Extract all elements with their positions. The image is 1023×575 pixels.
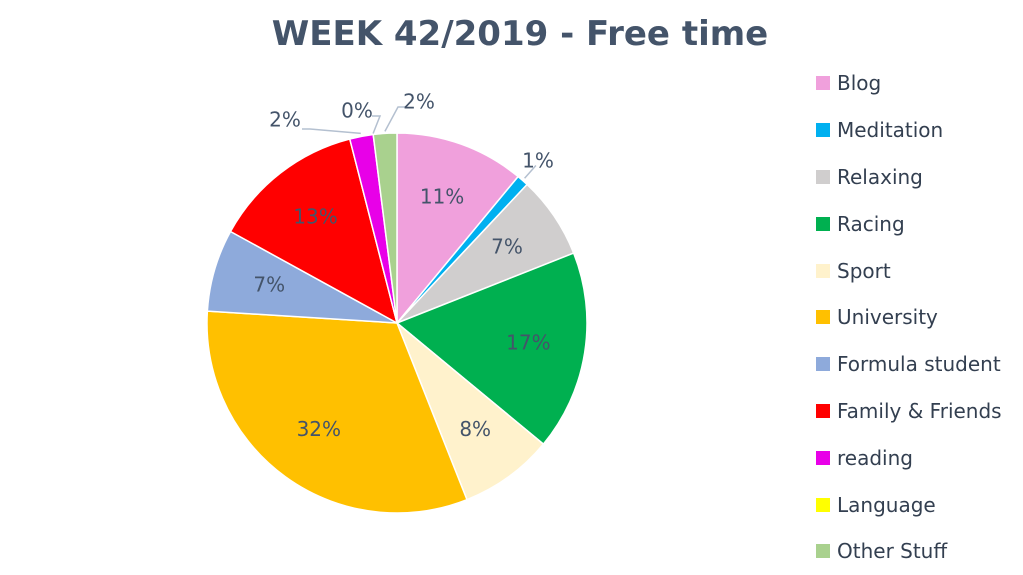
legend-item-formula-student: Formula student bbox=[816, 341, 1002, 388]
pie-slices bbox=[206, 132, 588, 514]
legend-item-sport: Sport bbox=[816, 247, 1002, 294]
legend-swatch bbox=[816, 169, 830, 184]
pie-slice-sport bbox=[396, 322, 545, 501]
data-label-university: 32% bbox=[297, 417, 341, 441]
data-label-family-and-friends: 13% bbox=[293, 204, 337, 228]
data-label-language: 0% bbox=[341, 99, 373, 123]
legend-item-meditation: Meditation bbox=[816, 107, 1002, 154]
data-label-relaxing: 7% bbox=[491, 235, 523, 259]
legend-item-relaxing: Relaxing bbox=[816, 154, 1002, 201]
legend-label: Family & Friends bbox=[837, 398, 1002, 423]
legend-label: Relaxing bbox=[837, 164, 923, 189]
legend-label: Other Stuff bbox=[837, 539, 948, 564]
pie-slice-racing bbox=[395, 252, 588, 446]
data-label-reading: 2% bbox=[269, 108, 301, 132]
legend-item-reading: reading bbox=[816, 434, 1002, 481]
data-label-racing: 17% bbox=[506, 330, 550, 354]
legend-item-other-stuff: Other Stuff bbox=[816, 528, 1002, 575]
data-labels: 11% 1% 7% 17% 8% 32% 7% 13% 2% 0% 2% bbox=[253, 90, 553, 442]
legend-swatch bbox=[816, 497, 830, 512]
legend-swatch bbox=[816, 403, 830, 418]
legend-swatch bbox=[816, 310, 830, 325]
legend-swatch bbox=[816, 263, 830, 278]
legend-label: Racing bbox=[837, 211, 905, 236]
legend: Blog Meditation Relaxing Racing Sport Univers… bbox=[816, 60, 1002, 575]
legend-swatch bbox=[816, 76, 830, 91]
legend-swatch bbox=[816, 450, 830, 465]
pie-slice-university bbox=[206, 310, 468, 514]
legend-item-language: Language bbox=[816, 481, 1002, 528]
pie-slice-blog bbox=[396, 132, 520, 326]
legend-label: Sport bbox=[837, 258, 891, 283]
legend-swatch bbox=[816, 216, 830, 231]
data-label-other-stuff: 2% bbox=[403, 90, 435, 114]
legend-item-family-and-friends: Family & Friends bbox=[816, 388, 1002, 435]
leader-line-meditation bbox=[524, 165, 537, 179]
legend-label: Language bbox=[837, 492, 936, 517]
legend-swatch bbox=[816, 123, 830, 138]
pie-slice-other-stuff bbox=[372, 132, 398, 324]
data-label-sport: 8% bbox=[459, 417, 491, 441]
leader-line-other-stuff bbox=[384, 106, 406, 132]
legend-label: Blog bbox=[837, 71, 882, 96]
legend-swatch bbox=[816, 357, 830, 372]
data-label-meditation: 1% bbox=[522, 149, 554, 173]
chart-title: WEEK 42/2019 - Free time bbox=[271, 14, 769, 54]
legend-swatch bbox=[816, 544, 830, 559]
leader-line-language bbox=[372, 115, 382, 134]
legend-item-university: University bbox=[816, 294, 1002, 341]
legend-label: University bbox=[837, 305, 938, 330]
legend-item-blog: Blog bbox=[816, 60, 1002, 107]
legend-item-racing: Racing bbox=[816, 200, 1002, 247]
data-label-formula-student: 7% bbox=[253, 272, 285, 296]
pie-slice-family-and-friends bbox=[229, 138, 399, 325]
leader-lines bbox=[302, 106, 537, 179]
legend-label: reading bbox=[837, 445, 913, 470]
legend-label: Meditation bbox=[837, 118, 944, 143]
data-label-blog: 11% bbox=[420, 184, 464, 208]
legend-label: Formula student bbox=[837, 352, 1001, 377]
leader-line-reading bbox=[302, 128, 361, 135]
